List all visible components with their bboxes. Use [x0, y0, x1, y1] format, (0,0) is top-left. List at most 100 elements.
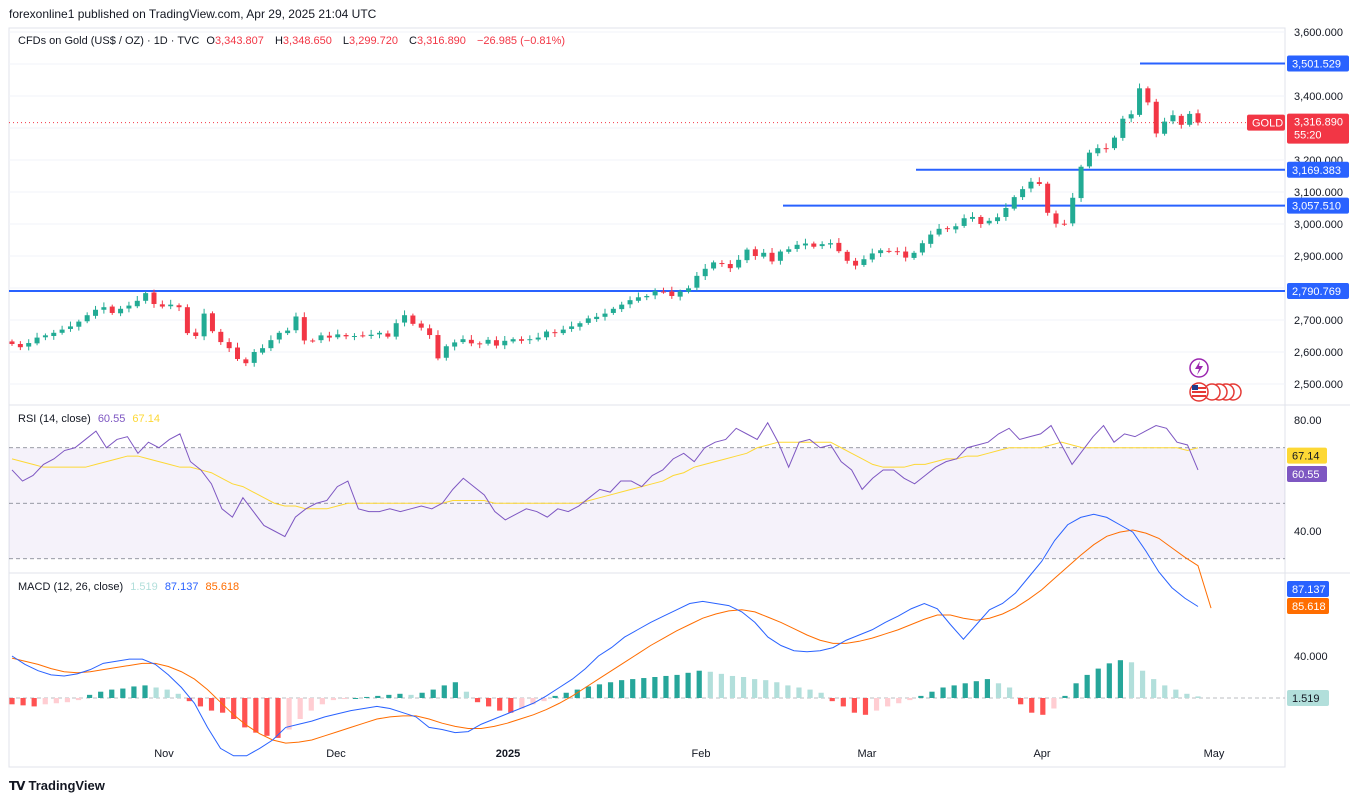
symbol-label[interactable]: CFDs on Gold (US$ / OZ) · 1D · TVC [18, 35, 200, 47]
macd-histogram-bar [1018, 698, 1024, 705]
macd-histogram-bar [1117, 660, 1124, 698]
candle-body [1128, 114, 1134, 119]
current-price-bg [1287, 113, 1349, 144]
candle-body [418, 323, 424, 328]
candle-body [260, 348, 266, 353]
candle-body [59, 329, 65, 333]
time-axis-label: Feb [692, 748, 711, 760]
candle-body [544, 331, 550, 338]
candle-body [468, 339, 474, 344]
macd-histogram-bar [984, 679, 991, 698]
macd-signal-line [11, 529, 1212, 744]
candle-body [93, 309, 99, 316]
candle-body [727, 264, 733, 269]
chart-frame [8, 27, 1286, 768]
candle-body [318, 335, 324, 341]
candle-body [1153, 101, 1159, 134]
candle-body [719, 263, 725, 265]
level-price-label-bg [1287, 197, 1349, 214]
candle-body [443, 346, 449, 358]
macd-histogram-bar [774, 682, 780, 698]
candle-body [944, 228, 950, 230]
low-label: L [342, 35, 350, 47]
macd-histogram-bar [641, 678, 647, 698]
candle-body [368, 334, 374, 336]
rsi-name[interactable]: RSI (14, close) [18, 413, 91, 425]
macd-histogram-bar [740, 677, 747, 698]
candle-body [385, 333, 391, 337]
macd-histogram-bar [630, 679, 636, 698]
candle-body [1187, 113, 1193, 125]
candle-body [585, 318, 591, 323]
macd-histogram-bar [829, 698, 835, 702]
candle-body [777, 251, 783, 261]
macd-histogram-bar [1106, 663, 1112, 698]
candle-body [1195, 113, 1201, 123]
candle-body [435, 335, 441, 359]
us-flag-events-icon[interactable] [1189, 382, 1242, 402]
macd-histogram-bar [674, 674, 680, 698]
candle-body [376, 332, 382, 335]
macd-histogram-bar [219, 698, 226, 713]
macd-histogram-bar [264, 698, 270, 736]
macd-histogram-bar [397, 693, 403, 698]
candle-body [844, 251, 850, 261]
macd-value: 87.137 [164, 581, 199, 593]
candle-body [711, 262, 717, 269]
rsi-ma-line [11, 441, 1199, 510]
macd-histogram-bar [242, 698, 248, 728]
macd-scale-label: 87.137 [1287, 581, 1329, 597]
rsi-pane [9, 421, 1285, 560]
level-price-label: 3,501.529 [1287, 55, 1349, 72]
candle-body [226, 342, 232, 349]
candle-body [310, 340, 316, 342]
macd-histogram-bar [951, 685, 957, 698]
macd-name[interactable]: MACD (12, 26, close) [18, 581, 124, 593]
candle-body [878, 250, 884, 254]
candle-body [477, 343, 483, 345]
low-value: 3,299.720 [349, 35, 398, 47]
candle-body [268, 340, 274, 349]
macd-histogram-bar [696, 670, 702, 698]
candle-body [802, 243, 808, 246]
time-axis-label: Nov [154, 748, 174, 760]
time-axis-label: Dec [326, 748, 346, 760]
macd-histogram-bar [231, 698, 237, 719]
candle-body [1103, 148, 1109, 150]
candle-body [961, 218, 967, 226]
published-header: forexonline1 published on TradingView.co… [9, 7, 377, 21]
candle-body [452, 342, 458, 347]
macd-histogram-bar [353, 698, 359, 699]
macd-histogram-bar [441, 685, 447, 698]
candle-body [502, 340, 508, 346]
candle-body [1086, 152, 1092, 167]
macd-histogram-bar [519, 698, 525, 709]
candle-body [134, 300, 140, 307]
candle-body [34, 337, 40, 344]
macd-histogram-bar [153, 687, 159, 698]
macd-histogram-bar [31, 698, 37, 707]
time-axis-label: May [1204, 748, 1225, 760]
candle-body [828, 243, 834, 245]
macd-histogram-bar [131, 686, 137, 698]
macd-signal-scale-label-text: 85.618 [1292, 601, 1326, 613]
candle-body [235, 347, 241, 360]
tradingview-brand[interactable]: 𝗧𝗩 TradingView [9, 778, 105, 793]
macd-histogram-bar [796, 687, 802, 698]
candle-body [493, 340, 499, 346]
macd-histogram-bar [1084, 674, 1090, 698]
macd-histogram-bar [862, 698, 869, 715]
candle-body [1145, 88, 1151, 103]
candle-body [652, 291, 658, 296]
candle-body [76, 321, 82, 327]
macd-histogram-bar [1128, 662, 1135, 698]
candle-body [209, 313, 215, 332]
candle-body [903, 251, 909, 258]
macd-histogram-bar [840, 698, 846, 707]
candle-body [861, 259, 867, 265]
lightning-icon[interactable] [1189, 358, 1209, 378]
candle-body [953, 226, 959, 230]
level-price-label: 3,169.383 [1287, 161, 1349, 178]
